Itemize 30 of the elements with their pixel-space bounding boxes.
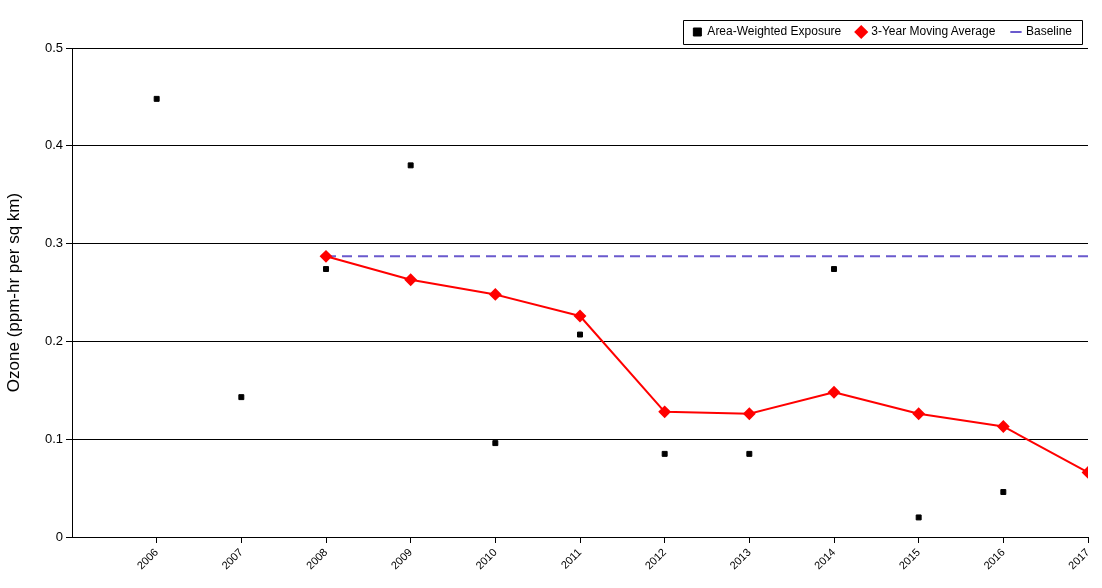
- y-tick-label: 0.4: [44, 137, 63, 153]
- point: [323, 266, 329, 272]
- point: [407, 162, 414, 169]
- y-tick-label: 0.5: [44, 39, 63, 55]
- y-tick-label: 0.3: [44, 235, 63, 251]
- legend-label: Area-Weighted Exposure: [707, 24, 842, 39]
- point: [492, 440, 499, 447]
- point: [912, 407, 925, 420]
- point: [743, 407, 756, 420]
- point: [404, 273, 417, 286]
- point: [658, 405, 671, 418]
- y-tick-label: 0.1: [44, 430, 63, 446]
- legend-label: Baseline: [1025, 24, 1073, 39]
- point: [746, 450, 753, 457]
- y-axis-title: Ozone (ppm-hr per sq km): [3, 192, 23, 393]
- legend-label: 3-Year Moving Average: [871, 24, 996, 39]
- point: [489, 288, 502, 301]
- point: [320, 250, 332, 263]
- y-tick-label: 0.2: [44, 332, 63, 348]
- point: [1000, 489, 1007, 495]
- point: [238, 394, 245, 401]
- point: [997, 420, 1010, 433]
- point: [828, 386, 840, 399]
- point: [574, 309, 586, 322]
- point: [831, 266, 837, 272]
- point: [915, 514, 922, 521]
- point: [661, 450, 668, 457]
- point: [153, 95, 160, 102]
- y-tick-label: 0: [55, 528, 63, 544]
- point: [577, 331, 583, 338]
